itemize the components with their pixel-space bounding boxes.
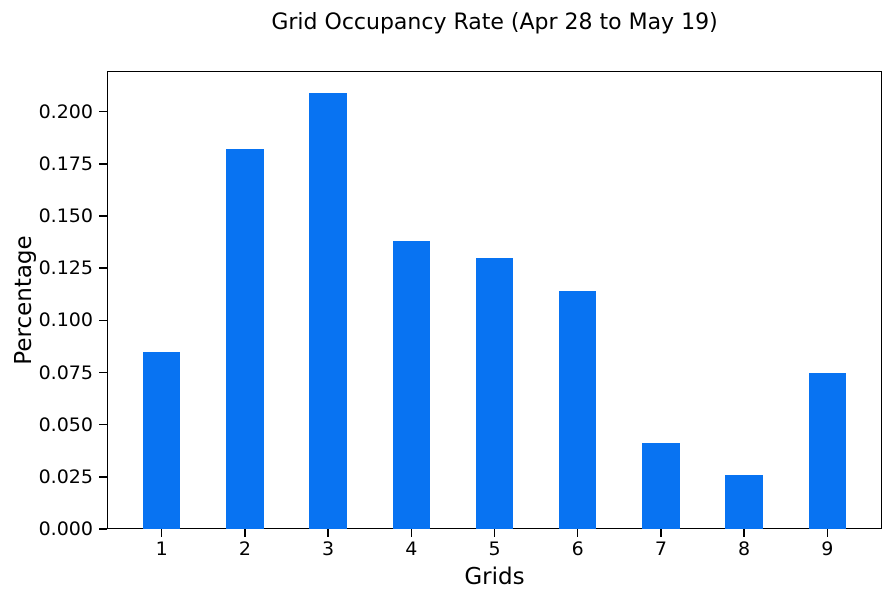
y-tick-label: 0.150 [38, 205, 93, 228]
x-tick-mark [660, 529, 662, 537]
x-tick-mark [327, 529, 329, 537]
bar-grid-8 [725, 474, 763, 529]
y-tick-mark [99, 528, 107, 530]
bar-grid-2 [226, 149, 264, 529]
x-tick-mark [576, 529, 579, 537]
bar-grid-4 [392, 241, 431, 529]
bar-grid-3 [309, 92, 347, 529]
y-tick-label: 0.100 [38, 309, 93, 332]
y-tick-mark [99, 476, 107, 478]
x-tick-label: 8 [738, 538, 751, 560]
bar-grid-5 [475, 257, 514, 529]
x-tick-label: 1 [155, 538, 168, 560]
x-tick-label: 3 [322, 538, 335, 560]
y-tick-mark [99, 319, 107, 322]
x-axis-label: Grids [464, 564, 525, 590]
y-tick-label: 0.075 [38, 361, 93, 384]
x-tick-mark [743, 529, 745, 537]
y-tick-mark [99, 267, 107, 269]
x-tick-mark [826, 529, 829, 537]
y-tick-label: 0.025 [38, 465, 93, 488]
x-tick-mark [160, 529, 163, 537]
y-tick-label: 0.175 [38, 152, 93, 175]
chart-title: Grid Occupancy Rate (Apr 28 to May 19) [271, 10, 718, 35]
bar-grid-6 [558, 291, 597, 529]
x-tick-label: 5 [488, 538, 501, 560]
x-tick-mark [493, 529, 496, 537]
x-tick-label: 7 [654, 538, 667, 560]
bar-grid-9 [808, 372, 847, 529]
y-tick-mark [99, 423, 107, 426]
x-tick-mark [410, 529, 413, 537]
y-tick-label: 0.050 [38, 413, 93, 436]
y-tick-mark [99, 215, 107, 217]
y-tick-label: 0.000 [38, 518, 93, 540]
y-tick-mark [99, 110, 107, 113]
x-tick-mark [244, 529, 246, 537]
x-tick-label: 9 [821, 538, 834, 560]
y-tick-mark [99, 163, 107, 165]
bar-grid-7 [642, 443, 680, 529]
y-tick-mark [99, 371, 107, 374]
y-tick-label: 0.200 [38, 100, 93, 123]
x-tick-label: 4 [405, 538, 418, 560]
bar-grid-1 [142, 351, 181, 529]
y-tick-label: 0.125 [38, 257, 93, 280]
x-tick-label: 2 [238, 538, 251, 560]
x-tick-label: 6 [571, 538, 584, 560]
